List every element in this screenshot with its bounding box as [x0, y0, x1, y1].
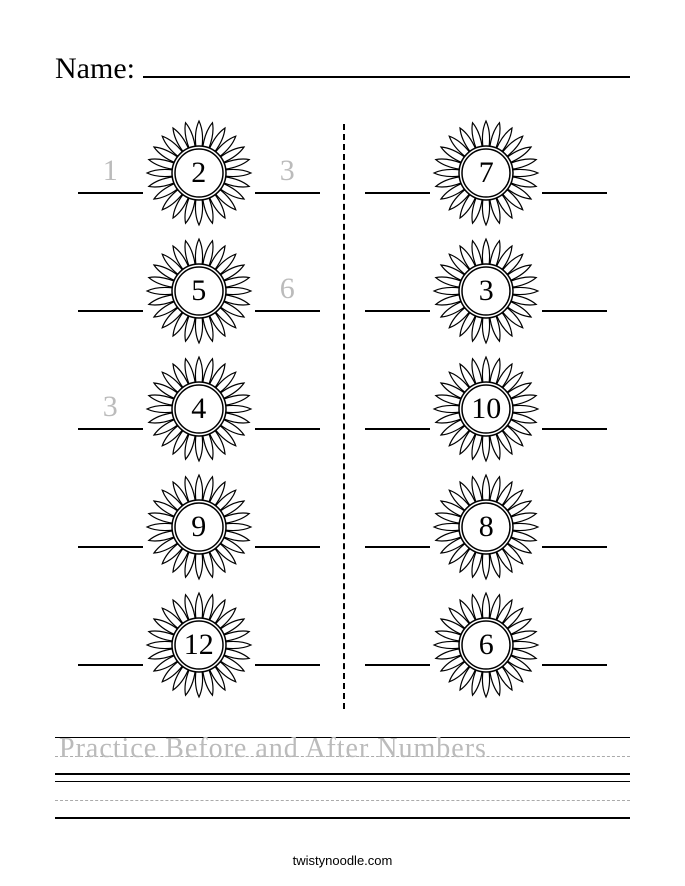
before-blank[interactable]: [365, 624, 430, 666]
right-row-4: 6: [343, 586, 631, 704]
center-number: 4: [191, 392, 206, 426]
center-number: 12: [184, 628, 214, 662]
right-column: 7 3 10 8 6: [343, 114, 631, 719]
after-blank[interactable]: 6: [255, 270, 320, 312]
name-field-row: Name:: [55, 50, 630, 86]
writing-line-1[interactable]: Practice Before and After Numbers: [55, 737, 630, 775]
after-blank[interactable]: [255, 506, 320, 548]
sunflower-icon: 9: [145, 473, 253, 581]
after-blank[interactable]: [255, 624, 320, 666]
left-row-4: 12: [55, 586, 343, 704]
center-number: 6: [479, 628, 494, 662]
sunflower-icon: 2: [145, 119, 253, 227]
after-blank[interactable]: 3: [255, 152, 320, 194]
before-blank[interactable]: 3: [78, 388, 143, 430]
right-row-2: 10: [343, 350, 631, 468]
after-blank[interactable]: [542, 506, 607, 548]
sunflower-icon: 4: [145, 355, 253, 463]
before-blank[interactable]: [365, 388, 430, 430]
left-row-0: 1 2 3: [55, 114, 343, 232]
right-row-0: 7: [343, 114, 631, 232]
after-blank[interactable]: [542, 152, 607, 194]
sunflower-icon: 10: [432, 355, 540, 463]
left-column: 1235634912: [55, 114, 343, 719]
center-number: 9: [191, 510, 206, 544]
before-blank[interactable]: [78, 506, 143, 548]
left-row-1: 56: [55, 232, 343, 350]
before-blank[interactable]: [78, 270, 143, 312]
left-row-2: 34: [55, 350, 343, 468]
sunflower-icon: 5: [145, 237, 253, 345]
right-row-1: 3: [343, 232, 631, 350]
center-number: 8: [479, 510, 494, 544]
sunflower-icon: 12: [145, 591, 253, 699]
cursive-prompt: Practice Before and After Numbers: [55, 733, 630, 765]
after-blank[interactable]: [542, 270, 607, 312]
sunflower-icon: 6: [432, 591, 540, 699]
center-number: 7: [479, 156, 494, 190]
sunflower-icon: 7: [432, 119, 540, 227]
after-blank[interactable]: [542, 388, 607, 430]
before-blank[interactable]: [78, 624, 143, 666]
after-blank[interactable]: [542, 624, 607, 666]
name-blank-line[interactable]: [143, 50, 630, 78]
left-row-3: 9: [55, 468, 343, 586]
name-label: Name:: [55, 52, 135, 86]
center-number: 3: [479, 274, 494, 308]
writing-line-2[interactable]: [55, 781, 630, 819]
worksheet-grid: 1235634912 731086: [55, 114, 630, 719]
center-number: 2: [191, 156, 206, 190]
center-divider: [343, 124, 345, 709]
sunflower-icon: 3: [432, 237, 540, 345]
before-blank[interactable]: [365, 152, 430, 194]
before-blank[interactable]: 1: [78, 152, 143, 194]
footer-credit: twistynoodle.com: [0, 853, 685, 868]
after-blank[interactable]: [255, 388, 320, 430]
before-blank[interactable]: [365, 270, 430, 312]
handwriting-lines: Practice Before and After Numbers: [55, 737, 630, 827]
sunflower-icon: 8: [432, 473, 540, 581]
right-row-3: 8: [343, 468, 631, 586]
before-blank[interactable]: [365, 506, 430, 548]
center-number: 5: [191, 274, 206, 308]
center-number: 10: [471, 392, 501, 426]
